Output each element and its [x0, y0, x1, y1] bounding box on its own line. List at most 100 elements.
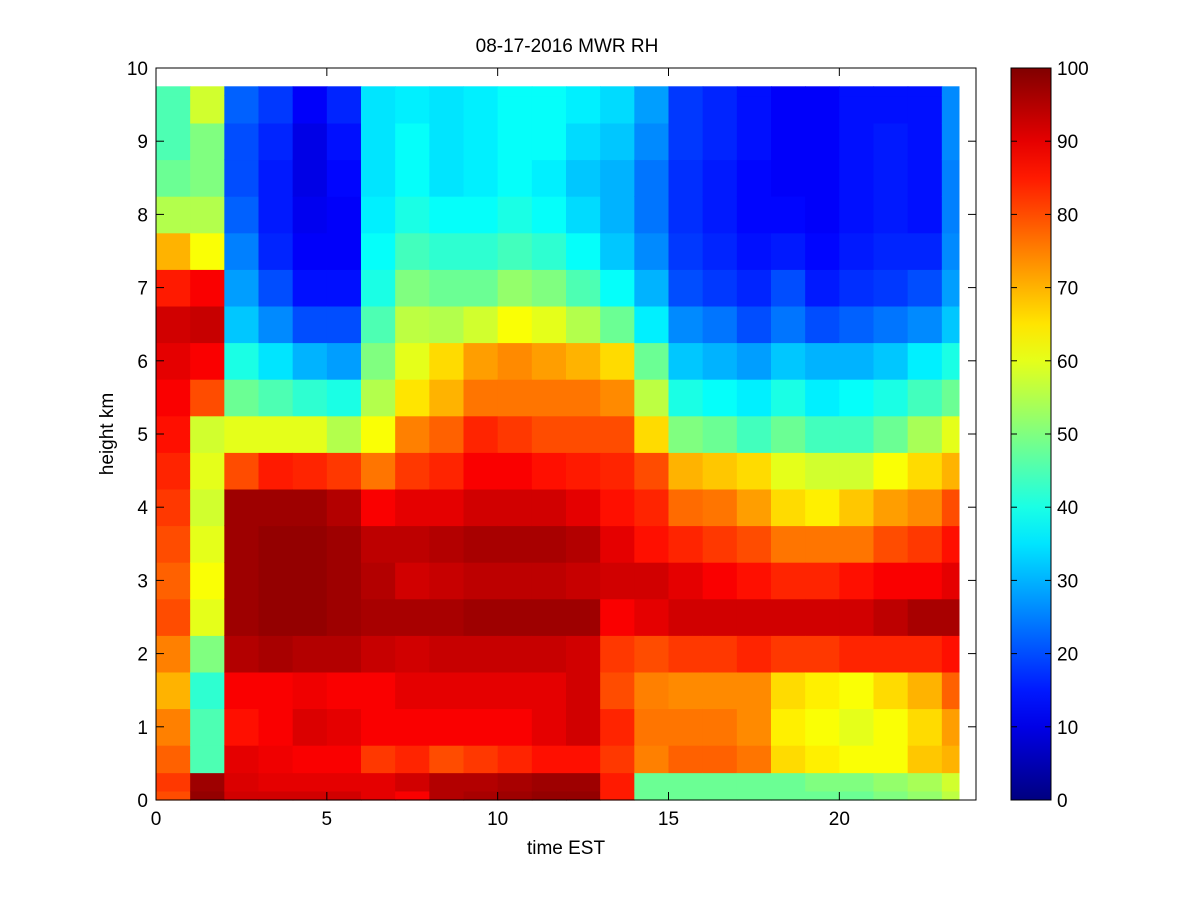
y-tick-label: 6 [137, 352, 148, 373]
heatmap-cell [258, 708, 294, 746]
heatmap-cell [190, 790, 225, 801]
heatmap-cell [429, 772, 465, 792]
heatmap-cell [258, 790, 294, 801]
heatmap-cell [395, 525, 430, 563]
heatmap-cell [839, 708, 875, 746]
heatmap-cell [736, 305, 772, 344]
heatmap-cell [736, 452, 772, 490]
heatmap-cell [907, 269, 943, 307]
heatmap-cell [361, 342, 396, 380]
heatmap-cell [873, 342, 909, 380]
heatmap-cell [361, 122, 396, 161]
heatmap-cell [634, 562, 670, 600]
heatmap-cell [361, 269, 396, 307]
heatmap-cell [566, 122, 601, 161]
heatmap-cell [326, 196, 362, 234]
heatmap-cell [429, 745, 465, 774]
heatmap-cell [292, 122, 328, 161]
heatmap-cell [668, 269, 704, 307]
heatmap-cell [258, 159, 294, 197]
heatmap-cell [361, 196, 396, 234]
heatmap-cell [736, 232, 772, 270]
y-tick-label: 10 [127, 59, 148, 80]
heatmap-cell [292, 772, 328, 792]
heatmap-cell [531, 379, 567, 417]
heatmap-cell [531, 452, 567, 490]
heatmap-cell [600, 95, 635, 124]
heatmap-cell [634, 415, 670, 453]
heatmap-cell [395, 95, 430, 124]
heatmap-cell [531, 598, 567, 636]
heatmap-cell [771, 772, 806, 792]
heatmap-cell [326, 598, 362, 636]
heatmap-cell [326, 452, 362, 490]
heatmap-cell [429, 95, 465, 124]
heatmap-cell [771, 269, 806, 307]
heatmap-cell [771, 196, 806, 234]
heatmap-cell [805, 790, 840, 801]
x-tick-label: 10 [487, 809, 508, 830]
heatmap-cell [634, 342, 670, 380]
heatmap-cell [941, 635, 960, 673]
heatmap-cell [395, 122, 430, 161]
heatmap-cell [463, 159, 499, 197]
heatmap-cell [292, 269, 328, 307]
heatmap-cell [634, 196, 670, 234]
heatmap-cell [702, 379, 738, 417]
heatmap-cell [600, 159, 635, 197]
heatmap-cell [258, 745, 294, 774]
heatmap-cell [395, 671, 430, 710]
heatmap-cell [361, 790, 396, 801]
heatmap-cell [429, 525, 465, 563]
heatmap-cell [668, 488, 704, 527]
heatmap-cell [702, 488, 738, 527]
heatmap-cell [805, 562, 840, 600]
heatmap-cell [634, 790, 670, 801]
heatmap-cell [497, 562, 533, 600]
heatmap-cell [873, 122, 909, 161]
heatmap-cell [805, 671, 840, 710]
heatmap-cell [361, 671, 396, 710]
heatmap-cell [941, 790, 960, 801]
heatmap-cell [634, 86, 670, 97]
y-tick-label: 5 [137, 425, 148, 446]
heatmap-cell [326, 269, 362, 307]
heatmap-cell [463, 772, 499, 792]
heatmap-cell [463, 452, 499, 490]
heatmap-cell [736, 269, 772, 307]
heatmap-cell [395, 488, 430, 527]
x-axis: 0 5 10 15 20 [151, 68, 850, 830]
heatmap-cell [805, 598, 840, 636]
heatmap-cell [258, 196, 294, 234]
heatmap-cell [531, 232, 567, 270]
y-tick-label: 8 [137, 205, 148, 226]
heatmap-cell [941, 598, 960, 636]
heatmap-cell [258, 379, 294, 417]
heatmap-cell [497, 452, 533, 490]
heatmap-cell [361, 86, 396, 97]
heatmap-cell [224, 452, 260, 490]
heatmap-cell [941, 95, 960, 124]
heatmap-cell [292, 86, 328, 97]
heatmap-cell [702, 708, 738, 746]
heatmap-cell [668, 671, 704, 710]
colorbar-tick-label: 20 [1057, 645, 1078, 666]
heatmap-cell [497, 342, 533, 380]
heatmap-cell [156, 452, 191, 490]
heatmap-cell [873, 305, 909, 344]
heatmap-cell [395, 562, 430, 600]
heatmap-cell [224, 562, 260, 600]
heatmap-cell [258, 671, 294, 710]
heatmap-cell [190, 342, 225, 380]
heatmap-cell [600, 525, 635, 563]
heatmap-cell [292, 196, 328, 234]
heatmap-cell [429, 86, 465, 97]
heatmap-cell [258, 342, 294, 380]
heatmap-cell [497, 122, 533, 161]
heatmap-cell [736, 562, 772, 600]
heatmap-cell [736, 708, 772, 746]
heatmap-cell [566, 379, 601, 417]
heatmap-cell [156, 598, 191, 636]
heatmap-cell [771, 598, 806, 636]
heatmap-cell [361, 562, 396, 600]
